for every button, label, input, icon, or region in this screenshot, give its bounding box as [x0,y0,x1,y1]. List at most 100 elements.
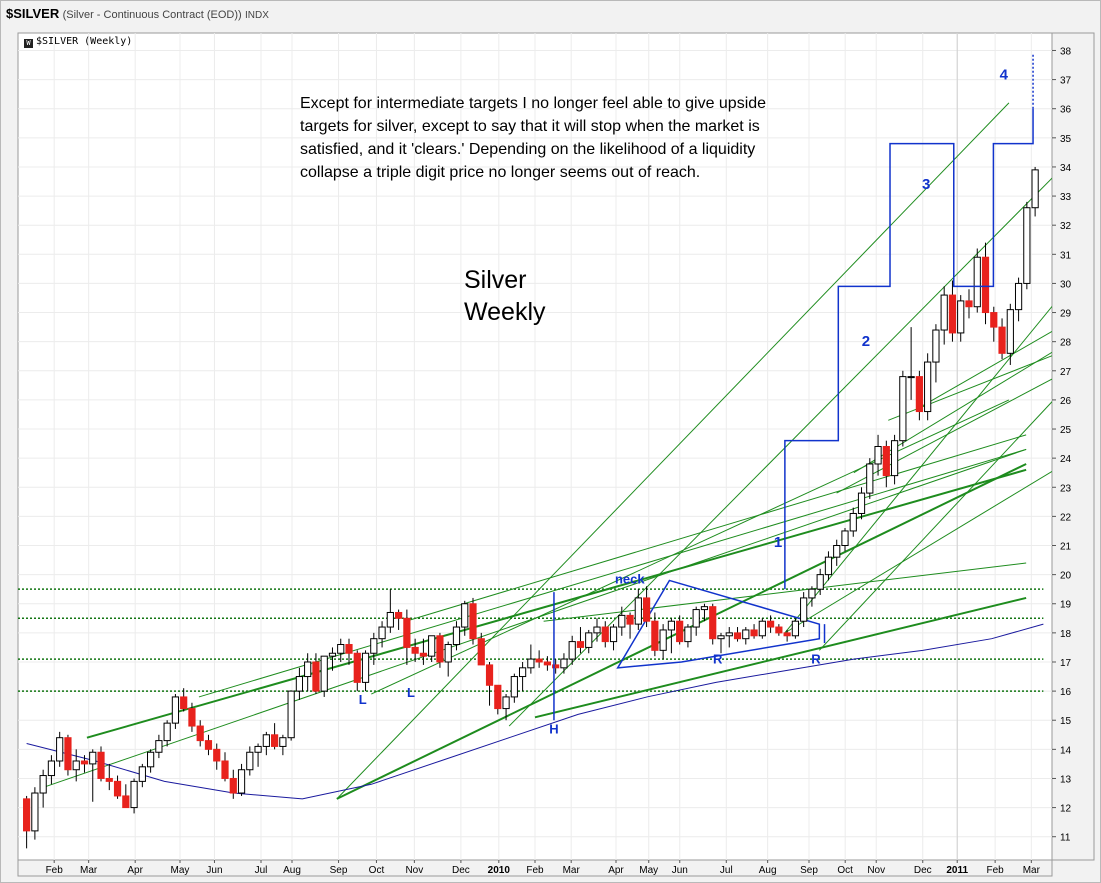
trendline [784,305,1052,634]
candle-body [1023,207,1031,284]
trendline [543,562,1027,622]
candle-body [279,737,287,747]
candle-body [560,658,568,669]
candle [477,632,485,666]
candle [155,734,163,759]
candle [593,618,601,642]
candle [667,618,675,654]
candle [444,641,452,677]
x-tick-label: Oct [837,865,853,876]
candle-body [684,626,692,643]
candle [428,635,436,662]
candle-body [543,661,552,666]
candle-body [642,597,651,622]
x-tick-label: Dec [914,865,932,876]
candle-body [717,635,725,640]
candle [568,635,576,665]
x-tick-label: Apr [608,865,624,876]
candle [97,746,105,782]
candle-body [428,635,436,657]
candle-body [676,620,684,643]
candle-body [31,792,39,832]
candle [1031,166,1039,217]
x-tick-label: May [639,865,658,876]
x-tick-label: Mar [80,865,98,876]
candle [758,618,766,639]
candle-body [824,556,833,576]
candle-body [320,655,328,692]
candle [948,280,957,342]
candle-body [130,780,138,809]
candle-body [345,644,353,654]
candle-body [849,512,857,532]
candle-body [196,725,204,742]
y-tick-label: 26 [1060,396,1072,407]
y-tick-label: 19 [1060,600,1072,611]
x-axis-labels: Feb Mar Apr May Jun Jul Aug Sep Oct Nov Dec 2010 Feb… [46,865,1041,876]
candle-body [246,751,254,771]
annotation-label-2: 2 [862,333,870,350]
x-tick-label: Feb [526,865,544,876]
candle [775,624,783,636]
trendline [534,596,1027,719]
trendline [853,351,1052,474]
candle [47,755,56,785]
y-tick-label: 15 [1060,716,1072,727]
candle-body [957,300,965,334]
candle [816,568,824,596]
candle [370,632,378,665]
candle [791,618,799,639]
x-tick-label: Jul [720,865,733,876]
candle-body [692,609,700,628]
candle-body [419,652,428,657]
x-tick-label: Jun [206,865,222,876]
legend-label: $SILVER (Weekly) [36,36,133,47]
y-tick-label: 38 [1060,46,1072,57]
annotation-label-1: 1 [774,534,782,551]
candle [800,592,808,628]
plot-layer [18,33,1052,860]
candle-body [800,597,808,622]
candle [254,743,262,767]
trendline [508,177,1052,727]
candle-body [924,361,932,413]
candle-body [965,300,973,308]
candle-body [89,751,97,765]
candle [742,627,750,645]
candle [502,694,510,721]
candle-body [700,606,709,611]
candle [494,684,502,715]
y-tick-label: 16 [1060,687,1072,698]
candle-body [874,446,882,465]
candle-body [618,614,626,628]
candle [990,306,998,342]
candle [353,650,361,692]
candle [585,629,593,654]
candle-body [47,760,56,777]
candle [1006,303,1014,365]
candle [849,507,857,537]
candle [709,603,717,645]
candle [64,734,72,776]
candle [469,597,477,645]
x-tick-label: Aug [759,865,777,876]
candle [998,318,1006,360]
candle-body [857,492,866,514]
candle [171,694,180,729]
candle [80,755,89,773]
candle [105,763,113,791]
candle-body [866,463,874,494]
candle [328,647,337,671]
x-tick-label: Feb [46,865,64,876]
candle-body [444,644,452,663]
candle [378,621,386,648]
candle-body [725,632,733,637]
chart-type-icon: W [24,39,33,48]
candle [618,606,626,636]
y-tick-label: 21 [1060,542,1072,553]
annotation-labels: neck L L H R R 1 2 3 4 [359,67,1009,737]
candle [552,659,560,674]
candle [56,731,64,767]
candle-body [609,626,618,643]
candle [700,603,709,622]
